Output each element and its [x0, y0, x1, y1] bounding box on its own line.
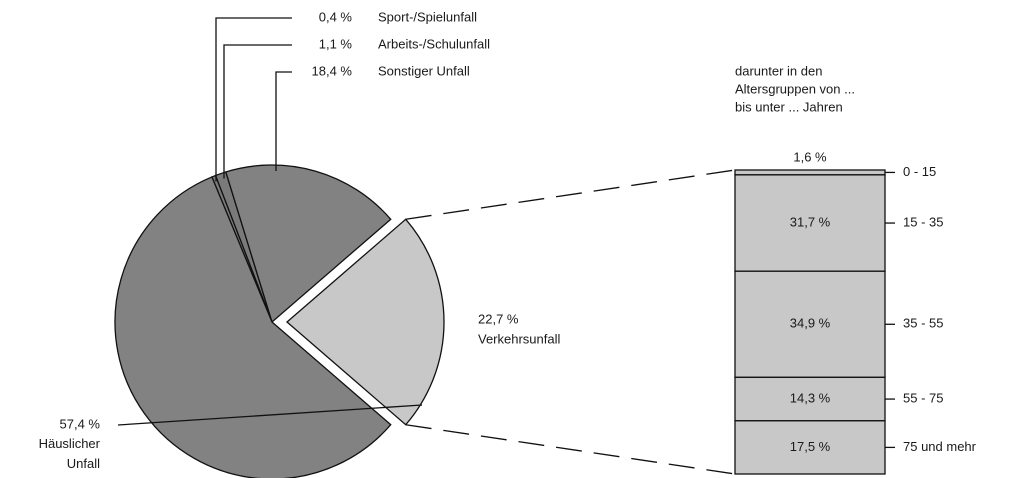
callout-line [215, 17, 292, 182]
category-label: 15 - 35 [903, 214, 943, 229]
value-label: 31,7 % [790, 214, 831, 229]
category-label: Häuslicher Unfall [39, 436, 101, 471]
category-label: Arbeits-/Schulunfall [378, 36, 490, 51]
bar-segment [734, 270, 886, 378]
pie-slice [225, 164, 392, 324]
value-label: 1,1 % [319, 36, 353, 51]
category-label: 0 - 15 [903, 164, 936, 179]
callout-line [223, 44, 292, 179]
callout-line [117, 404, 423, 426]
bar-title: bis unter ... Jahren [735, 99, 843, 114]
category-label: Verkehrsunfall [478, 331, 560, 346]
value-label: 18,4 % [312, 63, 353, 78]
value-label: 17,5 % [790, 439, 831, 454]
connector [405, 424, 736, 475]
value-label: 34,9 % [790, 316, 831, 331]
category-label: 75 und mehr [903, 439, 977, 454]
bar-segment [734, 174, 886, 272]
category-label: Sport-/Spielunfall [378, 9, 477, 24]
bar-title: darunter in den [735, 63, 822, 78]
bar-segment [734, 169, 886, 176]
value-label: 14,3 % [790, 391, 831, 406]
pie-slice [114, 176, 392, 478]
value-label: 22,7 % [478, 311, 519, 326]
value-label: 57,4 % [60, 416, 101, 431]
bar-title: Altersgruppen von ... [735, 81, 855, 96]
category-label: 55 - 75 [903, 391, 943, 406]
bar-segment [734, 420, 886, 475]
bar-segment [734, 376, 886, 422]
connector [405, 169, 736, 220]
category-label: 35 - 55 [903, 316, 943, 331]
value-label: 1,6 % [793, 149, 827, 164]
callout-line [275, 71, 292, 172]
category-label: Sonstiger Unfall [378, 63, 470, 78]
value-label: 0,4 % [319, 9, 353, 24]
